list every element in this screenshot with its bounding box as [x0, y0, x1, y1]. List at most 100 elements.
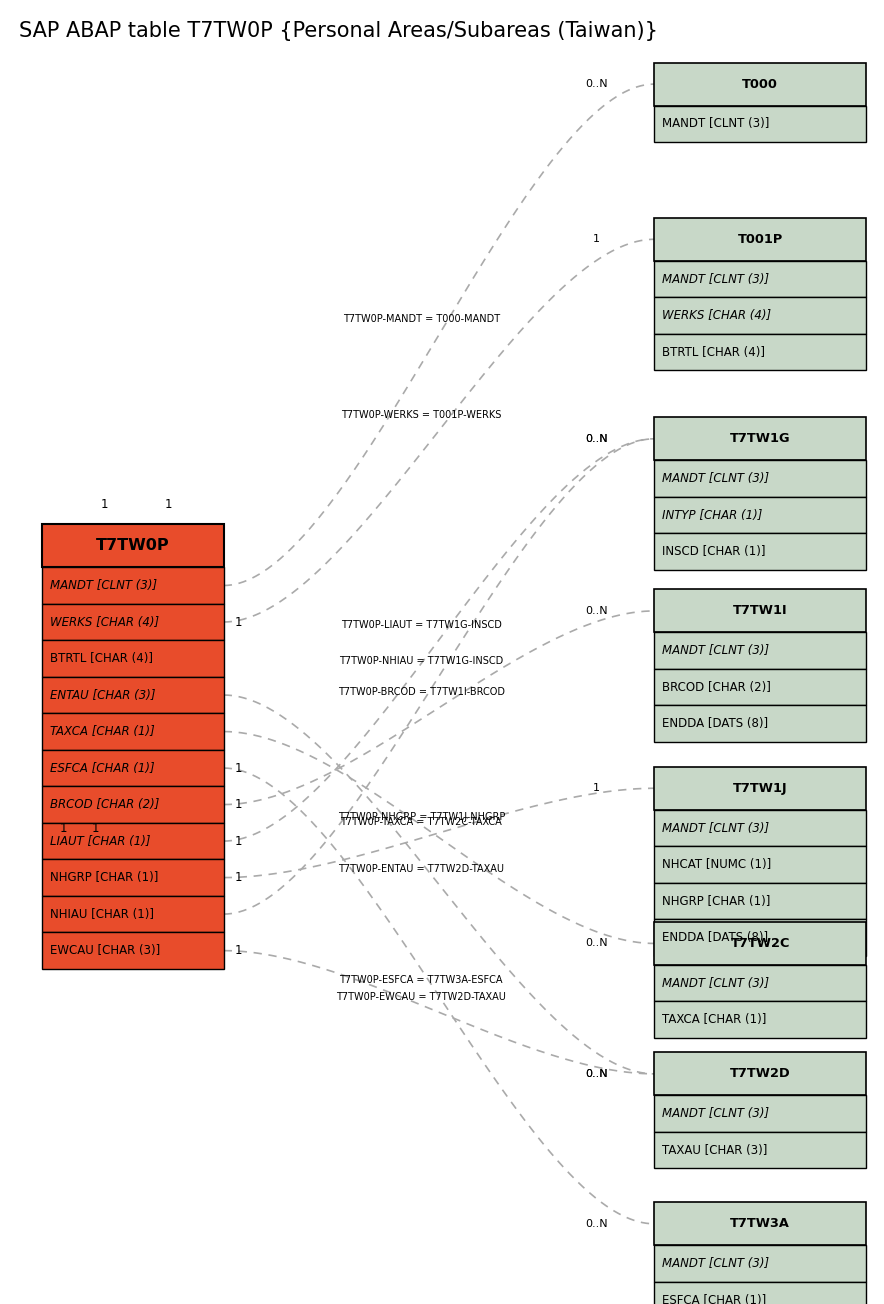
FancyBboxPatch shape — [654, 846, 866, 883]
Text: 1: 1 — [164, 498, 171, 511]
Text: 0..N: 0..N — [585, 434, 608, 443]
Text: ENTAU [CHAR (3)]: ENTAU [CHAR (3)] — [50, 689, 156, 702]
Text: BTRTL [CHAR (4)]: BTRTL [CHAR (4)] — [662, 346, 766, 359]
FancyBboxPatch shape — [42, 823, 224, 859]
FancyBboxPatch shape — [654, 705, 866, 742]
FancyBboxPatch shape — [42, 524, 224, 567]
Text: ESFCA [CHAR (1)]: ESFCA [CHAR (1)] — [50, 762, 155, 775]
FancyBboxPatch shape — [42, 713, 224, 750]
FancyBboxPatch shape — [654, 1095, 866, 1132]
Text: T7TW0P-WERKS = T001P-WERKS: T7TW0P-WERKS = T001P-WERKS — [341, 411, 501, 420]
FancyBboxPatch shape — [654, 922, 866, 965]
FancyBboxPatch shape — [654, 1245, 866, 1282]
Text: ENDDA [DATS (8)]: ENDDA [DATS (8)] — [662, 717, 768, 730]
FancyBboxPatch shape — [654, 1282, 866, 1304]
FancyBboxPatch shape — [654, 965, 866, 1001]
Text: T7TW1I: T7TW1I — [733, 605, 788, 617]
Text: 0..N: 0..N — [585, 80, 608, 89]
FancyBboxPatch shape — [42, 567, 224, 604]
Text: 1: 1 — [60, 822, 67, 835]
Text: MANDT [CLNT (3)]: MANDT [CLNT (3)] — [662, 273, 769, 286]
Text: 1: 1 — [593, 235, 600, 244]
Text: 0..N: 0..N — [585, 1219, 608, 1228]
Text: MANDT [CLNT (3)]: MANDT [CLNT (3)] — [662, 472, 769, 485]
Text: WERKS [CHAR (4)]: WERKS [CHAR (4)] — [50, 615, 159, 629]
Text: NHGRP [CHAR (1)]: NHGRP [CHAR (1)] — [662, 895, 771, 908]
FancyBboxPatch shape — [654, 261, 866, 297]
Text: T7TW0P-TAXCA = T7TW2C-TAXCA: T7TW0P-TAXCA = T7TW2C-TAXCA — [340, 818, 502, 827]
Text: T7TW0P-NHIAU = T7TW1G-INSCD: T7TW0P-NHIAU = T7TW1G-INSCD — [339, 656, 503, 666]
FancyBboxPatch shape — [654, 460, 866, 497]
Text: T000: T000 — [743, 78, 778, 90]
FancyBboxPatch shape — [654, 297, 866, 334]
FancyBboxPatch shape — [654, 218, 866, 261]
Text: T7TW0P-NHGRP = T7TW1J-NHGRP: T7TW0P-NHGRP = T7TW1J-NHGRP — [338, 812, 505, 823]
Text: EWCAU [CHAR (3)]: EWCAU [CHAR (3)] — [50, 944, 161, 957]
Text: TAXCA [CHAR (1)]: TAXCA [CHAR (1)] — [50, 725, 155, 738]
FancyBboxPatch shape — [42, 896, 224, 932]
Text: T7TW2C: T7TW2C — [730, 938, 790, 949]
Text: WERKS [CHAR (4)]: WERKS [CHAR (4)] — [662, 309, 771, 322]
FancyBboxPatch shape — [654, 632, 866, 669]
FancyBboxPatch shape — [654, 1052, 866, 1095]
Text: MANDT [CLNT (3)]: MANDT [CLNT (3)] — [50, 579, 157, 592]
FancyBboxPatch shape — [654, 883, 866, 919]
Text: T7TW0P: T7TW0P — [96, 539, 170, 553]
Text: T7TW0P-MANDT = T000-MANDT: T7TW0P-MANDT = T000-MANDT — [343, 314, 499, 325]
FancyBboxPatch shape — [42, 786, 224, 823]
Text: T7TW0P-ESFCA = T7TW3A-ESFCA: T7TW0P-ESFCA = T7TW3A-ESFCA — [339, 975, 503, 986]
Text: ENDDA [DATS (8)]: ENDDA [DATS (8)] — [662, 931, 768, 944]
Text: T7TW3A: T7TW3A — [730, 1218, 790, 1230]
Text: MANDT [CLNT (3)]: MANDT [CLNT (3)] — [662, 644, 769, 657]
Text: TAXAU [CHAR (3)]: TAXAU [CHAR (3)] — [662, 1144, 767, 1157]
Text: TAXCA [CHAR (1)]: TAXCA [CHAR (1)] — [662, 1013, 766, 1026]
FancyBboxPatch shape — [654, 810, 866, 846]
Text: 1: 1 — [234, 871, 241, 884]
Text: 1: 1 — [234, 944, 241, 957]
Text: T7TW2D: T7TW2D — [730, 1068, 790, 1080]
FancyBboxPatch shape — [42, 859, 224, 896]
FancyBboxPatch shape — [654, 767, 866, 810]
Text: LIAUT [CHAR (1)]: LIAUT [CHAR (1)] — [50, 835, 151, 848]
FancyBboxPatch shape — [654, 589, 866, 632]
Text: T7TW0P-LIAUT = T7TW1G-INSCD: T7TW0P-LIAUT = T7TW1G-INSCD — [341, 619, 501, 630]
Text: ESFCA [CHAR (1)]: ESFCA [CHAR (1)] — [662, 1294, 766, 1304]
Text: NHGRP [CHAR (1)]: NHGRP [CHAR (1)] — [50, 871, 159, 884]
Text: BTRTL [CHAR (4)]: BTRTL [CHAR (4)] — [50, 652, 154, 665]
Text: T7TW1G: T7TW1G — [730, 433, 790, 445]
FancyBboxPatch shape — [654, 669, 866, 705]
Text: 1: 1 — [593, 784, 600, 793]
Text: MANDT [CLNT (3)]: MANDT [CLNT (3)] — [662, 117, 769, 130]
Text: 0..N: 0..N — [585, 939, 608, 948]
Text: MANDT [CLNT (3)]: MANDT [CLNT (3)] — [662, 977, 769, 990]
Text: INTYP [CHAR (1)]: INTYP [CHAR (1)] — [662, 509, 763, 522]
Text: SAP ABAP table T7TW0P {Personal Areas/Subareas (Taiwan)}: SAP ABAP table T7TW0P {Personal Areas/Su… — [19, 21, 659, 40]
Text: MANDT [CLNT (3)]: MANDT [CLNT (3)] — [662, 1257, 769, 1270]
Text: T7TW0P-ENTAU = T7TW2D-TAXAU: T7TW0P-ENTAU = T7TW2D-TAXAU — [339, 865, 504, 874]
FancyBboxPatch shape — [654, 1202, 866, 1245]
Text: 1: 1 — [234, 798, 241, 811]
Text: NHIAU [CHAR (1)]: NHIAU [CHAR (1)] — [50, 908, 155, 921]
FancyBboxPatch shape — [42, 677, 224, 713]
Text: BRCOD [CHAR (2)]: BRCOD [CHAR (2)] — [50, 798, 160, 811]
Text: NHCAT [NUMC (1)]: NHCAT [NUMC (1)] — [662, 858, 772, 871]
Text: T7TW0P-BRCOD = T7TW1I-BRCOD: T7TW0P-BRCOD = T7TW1I-BRCOD — [338, 687, 505, 698]
Text: 1: 1 — [234, 615, 241, 629]
Text: T7TW1J: T7TW1J — [733, 782, 788, 794]
FancyBboxPatch shape — [42, 640, 224, 677]
Text: MANDT [CLNT (3)]: MANDT [CLNT (3)] — [662, 822, 769, 835]
FancyBboxPatch shape — [42, 932, 224, 969]
FancyBboxPatch shape — [654, 497, 866, 533]
FancyBboxPatch shape — [42, 750, 224, 786]
Text: 0..N: 0..N — [585, 1069, 608, 1078]
Text: 0..N: 0..N — [585, 606, 608, 615]
Text: 1: 1 — [234, 762, 241, 775]
Text: INSCD [CHAR (1)]: INSCD [CHAR (1)] — [662, 545, 766, 558]
Text: 1: 1 — [101, 498, 108, 511]
FancyBboxPatch shape — [654, 1001, 866, 1038]
FancyBboxPatch shape — [654, 417, 866, 460]
FancyBboxPatch shape — [42, 604, 224, 640]
FancyBboxPatch shape — [654, 533, 866, 570]
Text: MANDT [CLNT (3)]: MANDT [CLNT (3)] — [662, 1107, 769, 1120]
Text: 1: 1 — [234, 835, 241, 848]
